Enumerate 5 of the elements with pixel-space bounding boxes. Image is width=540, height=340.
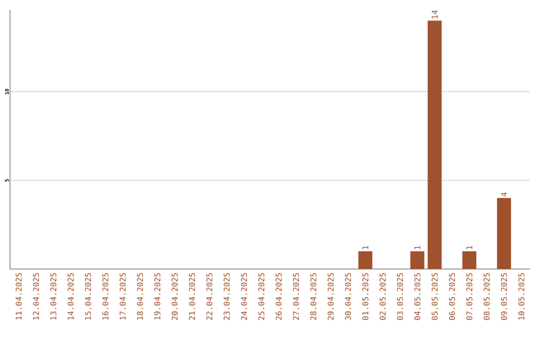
bar [428,20,442,269]
bar [358,251,372,269]
bar [462,251,476,269]
bar [497,198,512,269]
bar [410,251,424,269]
